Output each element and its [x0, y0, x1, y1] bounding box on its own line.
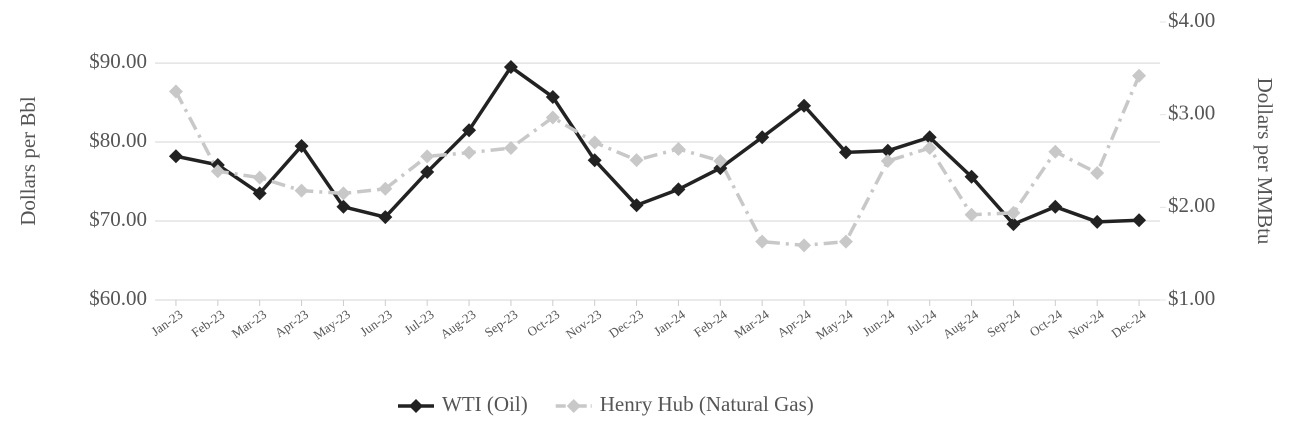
point	[629, 198, 644, 213]
x-tick-label: Jan-23	[148, 307, 185, 339]
point	[1006, 217, 1021, 232]
legend-marker	[409, 399, 423, 413]
point	[252, 170, 267, 185]
point	[1048, 144, 1063, 159]
point	[420, 165, 435, 180]
series-line	[175, 64, 1140, 227]
point	[168, 84, 183, 99]
point	[713, 161, 728, 176]
point	[671, 182, 686, 197]
point	[922, 130, 937, 145]
x-tick-label: Apr-23	[272, 307, 311, 341]
point	[797, 98, 812, 113]
point	[1132, 68, 1147, 83]
x-tick-label: Sep-23	[482, 307, 521, 340]
point	[1006, 205, 1021, 220]
x-tick-label: Apr-24	[774, 306, 814, 340]
point	[545, 110, 560, 125]
point	[880, 143, 895, 158]
point	[838, 234, 853, 249]
point	[713, 154, 728, 168]
point	[922, 141, 937, 156]
point	[210, 164, 225, 179]
x-tick-label: May-23	[311, 307, 353, 343]
legend-label: Henry Hub (Natural Gas)	[600, 392, 814, 416]
point	[1090, 214, 1105, 229]
x-tick-label: Jul-24	[904, 306, 940, 337]
y-tick-label: $70.00	[89, 207, 147, 231]
point	[462, 123, 477, 138]
y2-axis-title: Dollars per MMBtu	[1253, 78, 1277, 245]
point	[503, 141, 518, 156]
x-tick-label: Aug-24	[940, 306, 982, 341]
legend-marker	[566, 399, 581, 413]
point	[629, 153, 644, 168]
x-tick-label: Feb-23	[188, 307, 227, 340]
point	[838, 145, 853, 160]
x-tick-label: Nov-24	[1065, 306, 1107, 341]
point	[1048, 199, 1063, 214]
x-tick-label: Feb-24	[691, 306, 730, 340]
y2-tick-label: $3.00	[1168, 100, 1215, 124]
x-tick-label: Jan-24	[651, 306, 688, 338]
point	[420, 149, 435, 164]
y-tick-label: $80.00	[89, 128, 147, 152]
point	[294, 138, 309, 153]
point	[336, 199, 351, 214]
point	[168, 149, 183, 164]
x-tick-label: Jun-24	[860, 306, 898, 339]
point	[880, 154, 895, 168]
point	[545, 90, 560, 105]
point	[797, 238, 812, 253]
x-tick-label: Aug-23	[437, 307, 478, 342]
x-tick-label: Jun-23	[357, 307, 395, 340]
y-axis-title: Dollars per Bbl	[16, 96, 40, 226]
y2-tick-label: $1.00	[1168, 286, 1215, 310]
y-tick-label: $90.00	[89, 49, 147, 73]
legend-label: WTI (Oil)	[442, 392, 528, 416]
point	[462, 145, 477, 160]
point	[252, 186, 267, 201]
series-line	[174, 75, 1141, 248]
x-tick-label: Sep-24	[984, 306, 1023, 340]
y-tick-label: $60.00	[89, 286, 147, 310]
point	[671, 141, 686, 156]
point	[378, 210, 393, 225]
point	[755, 130, 770, 145]
x-tick-label: Mar-24	[731, 306, 772, 341]
point	[587, 153, 602, 168]
x-tick-label: Dec-23	[606, 307, 646, 341]
point	[378, 181, 393, 196]
x-tick-label: Mar-23	[229, 307, 269, 342]
point	[1090, 166, 1105, 181]
point	[964, 207, 979, 222]
y2-tick-label: $4.00	[1168, 8, 1215, 32]
x-tick-label: Oct-24	[1027, 306, 1066, 339]
point	[1132, 213, 1147, 228]
y2-tick-label: $2.00	[1168, 193, 1215, 217]
x-tick-label: May-24	[813, 306, 856, 342]
point	[503, 60, 518, 75]
point	[964, 169, 979, 184]
x-tick-label: Oct-23	[524, 307, 562, 340]
x-tick-label: Jul-23	[401, 307, 436, 338]
point	[294, 183, 309, 198]
point	[336, 186, 351, 201]
x-tick-label: Nov-23	[563, 307, 604, 342]
point	[587, 135, 602, 150]
point	[755, 234, 770, 249]
x-tick-label: Dec-24	[1109, 306, 1149, 341]
